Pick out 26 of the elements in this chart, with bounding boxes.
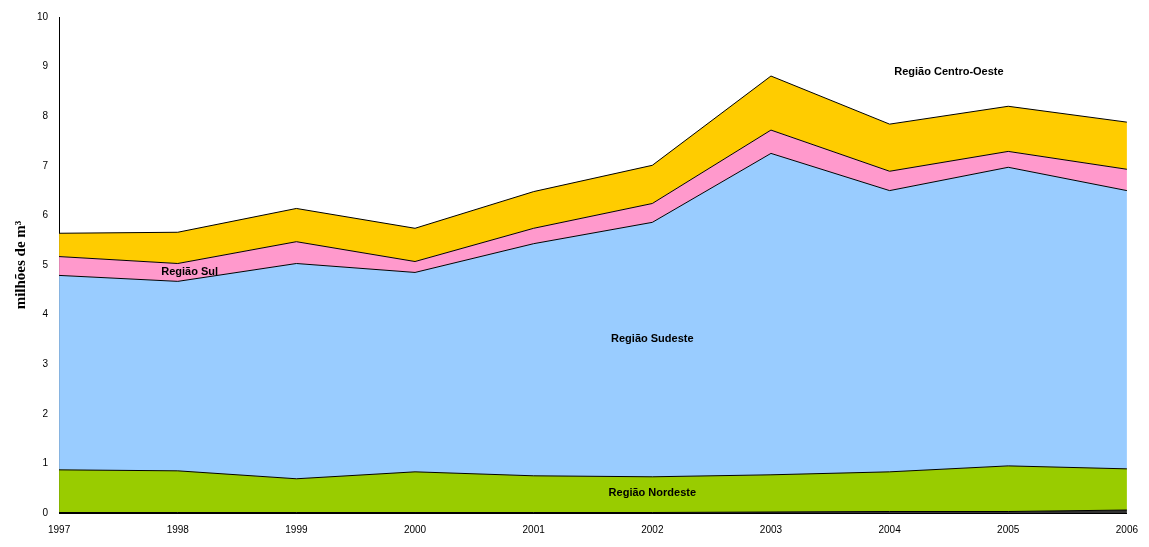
y-tick-label: 10 — [37, 10, 49, 22]
y-tick-label: 1 — [42, 457, 49, 469]
x-tick-label: 2005 — [997, 523, 1020, 535]
x-tick-label: 2000 — [403, 523, 427, 535]
y-tick-label: 9 — [42, 60, 49, 72]
y-tick-label: 2 — [42, 407, 49, 419]
y-tick-label: 5 — [42, 258, 49, 270]
y-tick-label: 8 — [42, 109, 49, 121]
x-tick-label: 2004 — [878, 523, 902, 535]
series-label: Região Sul — [161, 264, 219, 277]
y-tick-label: 7 — [42, 159, 49, 171]
y-tick-label: 6 — [42, 209, 49, 221]
x-tick-label: 2003 — [759, 523, 783, 535]
series-label: Região Sudeste — [611, 332, 694, 345]
x-tick-label: 2006 — [1115, 523, 1139, 535]
text: Região Centro-Oeste — [894, 64, 1004, 77]
x-tick-label: 1999 — [285, 523, 308, 535]
x-tick-label: 2001 — [522, 523, 546, 535]
series-label: Região Nordeste — [608, 486, 697, 499]
y-tick-label: 0 — [42, 506, 49, 518]
x-tick-label: 1997 — [48, 523, 71, 535]
y-tick-label: 4 — [42, 308, 49, 320]
x-tick-label: 1998 — [166, 523, 190, 535]
y-tick-label: 3 — [42, 357, 49, 369]
y-axis-title: milhões de m³ — [11, 220, 28, 310]
x-tick-label: 2002 — [641, 523, 664, 535]
